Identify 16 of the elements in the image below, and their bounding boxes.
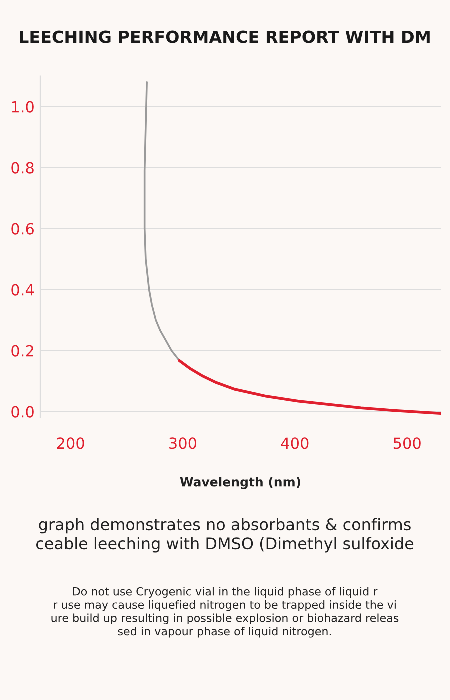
line-series bbox=[144, 81, 181, 362]
x-tick-label: 300 bbox=[170, 438, 197, 450]
y-tick-label: 0.2 bbox=[12, 345, 34, 357]
text: Do not use Cryogenic vial in the liquid phase of liquid r r use may cause liquefied nitrogen to be trapped inside the vi ure build up resulting in possible explosion or biohazard releas sed in vapour phase of liquid nitrogen. bbox=[52, 587, 399, 638]
y-tick-label: 0.8 bbox=[12, 162, 34, 174]
x-tick-label: 500 bbox=[394, 438, 421, 450]
line-series bbox=[178, 359, 441, 416]
x-tick-label: 200 bbox=[57, 438, 84, 450]
x-tick-label: 400 bbox=[281, 438, 309, 450]
text: graph demonstrates no absorbants & confirms ceable leeching with DMSO (Dimethyl sulfoxide bbox=[36, 518, 414, 553]
y-tick-label: 1.0 bbox=[12, 101, 34, 113]
y-tick-label: 0.6 bbox=[12, 223, 34, 235]
chart-title: LEECHING PERFORMANCE REPORT WITH DM bbox=[20, 30, 430, 44]
y-tick-label: 0.0 bbox=[12, 406, 34, 418]
y-tick-label: 0.4 bbox=[12, 284, 34, 296]
x-axis-title: Wavelength (nm) bbox=[180, 477, 300, 490]
